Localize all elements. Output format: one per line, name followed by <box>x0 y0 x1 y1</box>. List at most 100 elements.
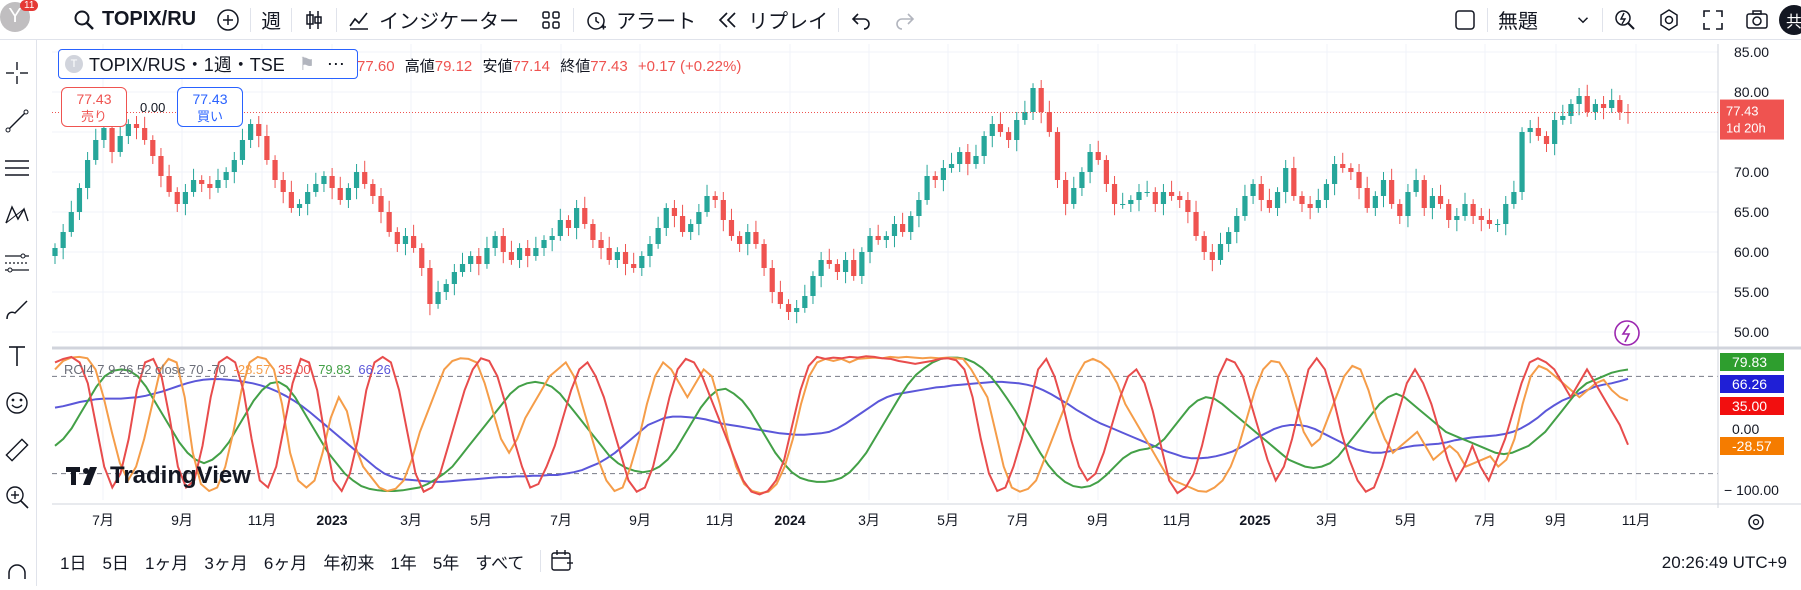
candle-body <box>1307 204 1313 208</box>
candle-body <box>337 188 343 200</box>
candle-body <box>182 192 189 204</box>
settings-button[interactable] <box>1647 0 1691 40</box>
alert-label: アラート <box>616 11 697 33</box>
text-tool[interactable] <box>2 341 32 371</box>
chart-type-button[interactable] <box>292 0 336 40</box>
candle-body <box>305 192 311 204</box>
replay-button[interactable]: リプレイ <box>706 0 838 40</box>
alert-button[interactable]: アラート <box>574 0 706 40</box>
candle-body <box>68 212 74 232</box>
rci-legend[interactable]: RCI4 7 9 26 52 close 70 -70 -28.57 35.00… <box>64 362 391 377</box>
high-value: 79.12 <box>434 58 473 75</box>
candle-body <box>288 192 294 208</box>
range-ytd[interactable]: 年初来 <box>323 553 375 573</box>
interval-button[interactable]: 週 <box>261 11 282 33</box>
undo-button[interactable] <box>839 0 883 40</box>
range-3m[interactable]: 3ヶ月 <box>204 553 248 573</box>
layout-button[interactable] <box>1443 0 1487 40</box>
close-label: 終値 <box>560 58 591 75</box>
candle-body <box>296 204 303 208</box>
grid-icon <box>542 10 560 29</box>
candle-body <box>378 196 384 212</box>
symbol-search-button[interactable]: TOPIX/RU <box>62 0 206 40</box>
price-tag-bg <box>1720 99 1784 140</box>
layout-name: 無題 <box>1498 11 1538 33</box>
candle-body <box>606 248 612 260</box>
calendar-range-icon[interactable] <box>549 548 575 574</box>
candle-body <box>590 224 596 240</box>
trendline-tool[interactable] <box>2 106 32 136</box>
horizontal-lines-icon <box>5 160 29 176</box>
compare-button[interactable] <box>206 0 250 40</box>
candle-body <box>1437 196 1444 204</box>
range-all[interactable]: すべて <box>475 553 525 573</box>
divider <box>838 7 840 32</box>
ruler-tool[interactable] <box>2 435 32 465</box>
candle-body <box>508 252 515 260</box>
candle-body <box>1364 188 1370 208</box>
candle-body <box>769 268 775 292</box>
fullscreen-button[interactable] <box>1691 0 1735 40</box>
layout-name-dropdown[interactable]: 無題 <box>1488 0 1602 40</box>
avatar-area[interactable]: Y 11 <box>0 0 62 40</box>
pattern-tool[interactable] <box>2 200 32 230</box>
sell-button[interactable]: 77.43 売り <box>61 87 127 127</box>
indicators-button[interactable]: インジケーター <box>337 0 529 40</box>
time-tick-label: 3月 <box>400 512 422 528</box>
range-6m[interactable]: 6ヶ月 <box>263 553 308 573</box>
candle-body <box>1380 180 1387 196</box>
candle-body <box>1152 192 1158 204</box>
range-1m[interactable]: 1ヶ月 <box>144 553 189 573</box>
candle-body <box>1340 164 1346 168</box>
brush-tool[interactable] <box>2 294 32 324</box>
range-5d[interactable]: 5日 <box>102 553 129 573</box>
time-tick-label: 9月 <box>629 512 651 528</box>
candle-body <box>875 236 881 240</box>
fib-tool[interactable] <box>2 153 32 183</box>
candle-body <box>957 152 963 164</box>
candle-body <box>794 308 800 312</box>
avatar[interactable]: Y <box>0 1 30 32</box>
range-5y[interactable]: 5年 <box>432 553 460 573</box>
candle-body <box>1258 184 1264 200</box>
candle-body <box>1005 132 1012 140</box>
candle-body <box>777 292 783 304</box>
snapshot-button[interactable] <box>1735 0 1779 40</box>
zoom-tool[interactable] <box>2 482 32 512</box>
buy-button[interactable]: 77.43 買い <box>177 87 243 127</box>
flag-icon[interactable]: ⚑ <box>298 53 315 74</box>
symbol-legend[interactable]: T TOPIX/RUS・1週・TSE ⚑ ⋯ <box>58 49 358 79</box>
candle-body <box>753 232 759 244</box>
candle-body <box>1503 204 1509 224</box>
redo-button[interactable] <box>883 0 927 40</box>
range-1d[interactable]: 1日 <box>60 553 87 573</box>
candle-body <box>549 236 555 240</box>
emoji-tool[interactable] <box>2 388 32 418</box>
quick-search-button[interactable] <box>1603 0 1647 40</box>
publish-button[interactable]: 共 <box>1779 4 1801 35</box>
candle-body <box>851 260 857 276</box>
magnet-tool[interactable] <box>2 560 32 590</box>
text-icon <box>9 346 25 366</box>
candle-body <box>1046 112 1052 132</box>
candle-body <box>1079 172 1085 188</box>
templates-button[interactable] <box>529 0 573 40</box>
range-1y[interactable]: 1年 <box>390 553 417 573</box>
candle-body <box>1527 128 1533 132</box>
candle-body <box>973 156 979 164</box>
candle-body <box>1470 204 1476 216</box>
rci-tag-label: 66.26 <box>1732 376 1767 392</box>
crosshair-tool[interactable] <box>2 58 32 88</box>
candle-body <box>1315 200 1321 208</box>
clock[interactable]: 20:26:49 UTC+9 <box>1661 553 1787 572</box>
more-icon[interactable]: ⋯ <box>326 53 345 74</box>
candle-body <box>785 304 792 312</box>
candle-body <box>174 192 180 204</box>
candle-body <box>231 160 237 172</box>
candle-body <box>671 208 678 216</box>
candle-body <box>1144 192 1150 193</box>
forecast-tool[interactable] <box>2 247 32 277</box>
candle-body <box>688 224 694 232</box>
candle-body <box>394 232 400 244</box>
